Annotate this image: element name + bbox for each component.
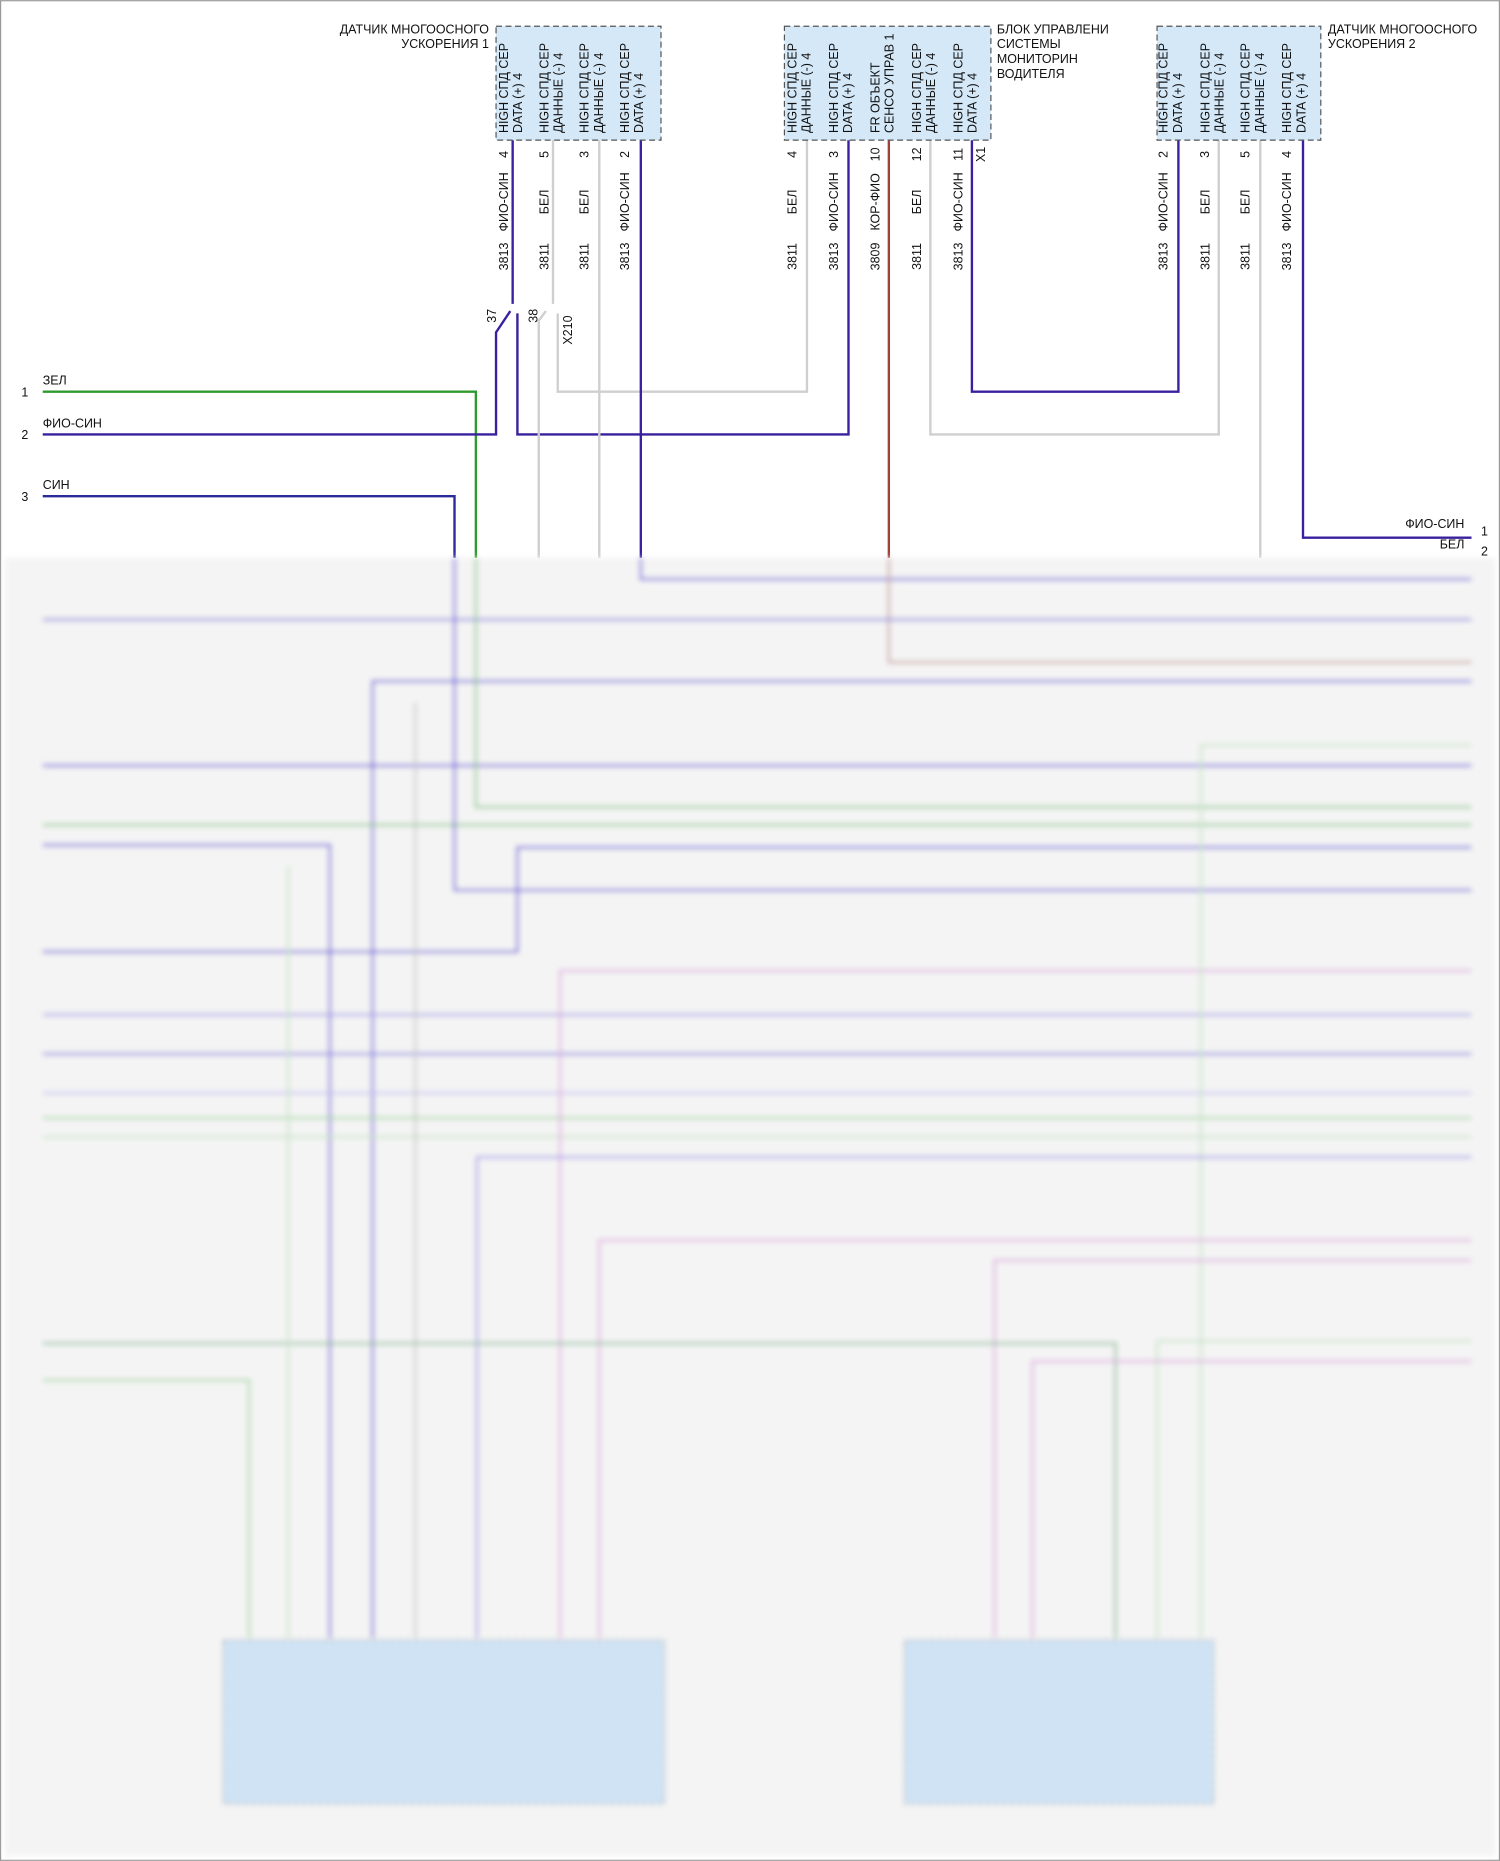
pin-name: DATA (+) 4 <box>841 73 855 133</box>
component-label: ВОДИТЕЛЯ <box>997 67 1065 81</box>
wires <box>42 140 1472 558</box>
pin-number: 5 <box>1239 151 1253 158</box>
connector-box <box>783 25 992 141</box>
pin-number: 3 <box>1198 151 1212 158</box>
circuit-number: 3813 <box>1157 243 1171 271</box>
wire-color: БЕЛ <box>785 190 799 215</box>
wire-color: ФИО-СИН <box>951 172 965 231</box>
pin-number: 5 <box>537 151 551 158</box>
pin-name: ДАННЫЕ (-) 4 <box>552 53 566 133</box>
pin-number: 12 <box>910 147 924 161</box>
wire-color: ФИО-СИН <box>827 172 841 231</box>
pin-number: 10 <box>868 147 882 161</box>
terminal-wire-color: СИН <box>43 478 70 492</box>
connector-label: 38 <box>527 309 541 323</box>
pin-number: 2 <box>1157 151 1171 158</box>
pin-name: HIGH СПД СЕР <box>951 43 965 133</box>
circuit-number: 3811 <box>1239 243 1253 270</box>
pin-name: DATA (+) 4 <box>1294 73 1308 133</box>
component-label: МОНИТОРИН <box>997 52 1078 66</box>
circuit-number: 3811 <box>578 243 592 270</box>
wire-color: ФИО-СИН <box>497 172 511 231</box>
circuit-number: 3811 <box>785 243 799 270</box>
connector-label: X210 <box>561 315 575 344</box>
pin-name: DATA (+) 4 <box>632 73 646 133</box>
pin-name: СЕНСО УПРАВ 1 <box>883 33 897 133</box>
terminal-number: 2 <box>21 428 28 442</box>
connector-box <box>1156 25 1322 141</box>
pin-name: HIGH СПД СЕР <box>1280 43 1294 133</box>
circuit-number: 3813 <box>497 243 511 271</box>
pin-number: 4 <box>1280 151 1294 158</box>
pin-name: ДАННЫЕ (-) 4 <box>592 53 606 133</box>
connector-label: 37 <box>485 309 499 323</box>
pin-name: HIGH СПД СЕР <box>1198 43 1212 133</box>
circuit-number: 3809 <box>868 243 882 271</box>
component-label: ДАТЧИК МНОГООСНОГО <box>1328 22 1478 36</box>
pin-number: 3 <box>578 151 592 158</box>
wire-color: БЕЛ <box>537 190 551 215</box>
terminal-number: 2 <box>1481 545 1488 559</box>
circuit-number: 3813 <box>1280 243 1294 271</box>
component-label: БЛОК УПРАВЛЕНИ <box>997 22 1109 36</box>
blurred-area <box>4 557 1496 1857</box>
pin-name: HIGH СПД СЕР <box>910 43 924 133</box>
terminal-number: 1 <box>1481 524 1488 538</box>
wire-color: ФИО-СИН <box>618 172 632 231</box>
terminal-wire-color: ФИО-СИН <box>1405 517 1464 531</box>
pin-name: HIGH СПД СЕР <box>578 43 592 133</box>
pin-number: 2 <box>618 151 632 158</box>
pin-name: DATA (+) 4 <box>511 73 525 133</box>
circuit-number: 3811 <box>1198 243 1212 270</box>
pin-name: FR ОБЪЕКТ <box>868 62 882 133</box>
pin-name: DATA (+) 4 <box>1171 73 1185 133</box>
connector-label: X1 <box>974 147 988 162</box>
pin-name: HIGH СПД СЕР <box>827 43 841 133</box>
pin-name: ДАННЫЕ (-) 4 <box>800 53 814 133</box>
terminal-wire-color: ФИО-СИН <box>43 416 102 430</box>
pin-name: ДАННЫЕ (-) 4 <box>1212 53 1226 133</box>
component-label: ДАТЧИК МНОГООСНОГО <box>340 22 490 36</box>
pin-name: ДАННЫЕ (-) 4 <box>924 53 938 133</box>
terminal-number: 1 <box>21 385 28 399</box>
pin-name: DATA (+) 4 <box>966 73 980 133</box>
terminal-wire-color: ЗЕЛ <box>43 374 67 388</box>
pin-name: HIGH СПД СЕР <box>1239 43 1253 133</box>
component-label: СИСТЕМЫ <box>997 37 1061 51</box>
pin-name: HIGH СПД СЕР <box>785 43 799 133</box>
circuit-number: 3811 <box>537 243 551 270</box>
wire-color: БЕЛ <box>1239 190 1253 215</box>
pin-name: HIGH СПД СЕР <box>1157 43 1171 133</box>
wire-color: ФИО-СИН <box>1280 172 1294 231</box>
pin-name: HIGH СПД СЕР <box>497 43 511 133</box>
pin-number: 11 <box>951 148 965 161</box>
wire-color: БЕЛ <box>910 190 924 215</box>
pin-name: HIGH СПД СЕР <box>537 43 551 133</box>
pin-name: HIGH СПД СЕР <box>618 43 632 133</box>
wire-color: КОР-ФИО <box>868 173 882 231</box>
terminal-wire-color: БЕЛ <box>1440 537 1465 551</box>
wire-color: ФИО-СИН <box>1157 172 1171 231</box>
component-label: УСКОРЕНИЯ 1 <box>401 37 489 51</box>
pin-name: ДАННЫЕ (-) 4 <box>1253 53 1267 133</box>
pin-number: 4 <box>785 151 799 158</box>
connector-box <box>495 25 662 141</box>
wire-color: БЕЛ <box>1198 190 1212 215</box>
pin-number: 3 <box>827 151 841 158</box>
component-label: УСКОРЕНИЯ 2 <box>1328 37 1416 51</box>
circuit-number: 3813 <box>827 243 841 271</box>
circuit-number: 3813 <box>618 243 632 271</box>
circuit-number: 3811 <box>910 243 924 270</box>
terminal-number: 3 <box>21 490 28 504</box>
wire-color: БЕЛ <box>578 190 592 215</box>
circuit-number: 3813 <box>951 243 965 271</box>
pin-number: 4 <box>497 151 511 158</box>
